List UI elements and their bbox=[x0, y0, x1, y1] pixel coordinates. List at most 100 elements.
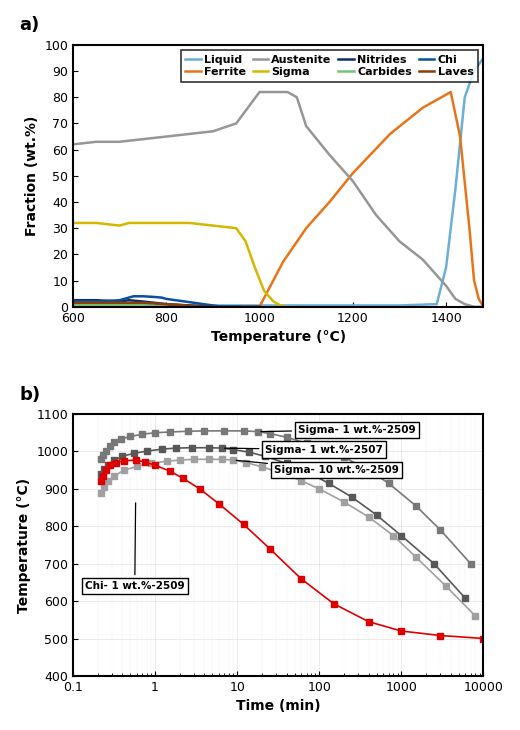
Ferrite bbox=[457, 132, 463, 141]
X-axis label: Time (min): Time (min) bbox=[236, 699, 320, 713]
Chi bbox=[191, 299, 198, 307]
Text: Chi- 1 wt.%-2509: Chi- 1 wt.%-2509 bbox=[85, 503, 185, 591]
Austenite bbox=[443, 282, 449, 291]
Chi bbox=[210, 301, 216, 310]
Sigma bbox=[116, 221, 123, 230]
Nitrides bbox=[256, 302, 263, 311]
Laves bbox=[116, 299, 123, 307]
Sigma bbox=[280, 302, 286, 311]
Chi bbox=[238, 302, 244, 311]
Liquid bbox=[471, 66, 477, 75]
Nitrides bbox=[140, 297, 146, 306]
Ferrite bbox=[70, 302, 76, 311]
Austenite bbox=[116, 137, 123, 146]
Line: Nitrides: Nitrides bbox=[73, 300, 259, 307]
Ferrite bbox=[387, 129, 393, 138]
Austenite bbox=[462, 300, 468, 309]
Laves bbox=[182, 301, 188, 310]
Austenite bbox=[284, 88, 291, 96]
Liquid bbox=[480, 53, 487, 62]
Chi bbox=[93, 297, 99, 306]
Carbides bbox=[70, 300, 76, 309]
Nitrides bbox=[210, 302, 216, 311]
Ferrite bbox=[476, 294, 482, 303]
Chi bbox=[116, 296, 123, 304]
Austenite bbox=[275, 88, 281, 96]
Austenite bbox=[233, 119, 239, 128]
Chi bbox=[131, 292, 137, 301]
Line: Liquid: Liquid bbox=[73, 58, 484, 305]
Liquid bbox=[452, 185, 459, 193]
Liquid bbox=[163, 301, 170, 310]
Line: Sigma: Sigma bbox=[73, 223, 288, 307]
Austenite bbox=[480, 302, 487, 311]
Nitrides bbox=[233, 302, 239, 311]
Austenite bbox=[452, 294, 459, 303]
Text: Sigma- 1 wt.%-2509: Sigma- 1 wt.%-2509 bbox=[261, 425, 415, 435]
Austenite bbox=[187, 129, 193, 138]
Austenite bbox=[434, 271, 440, 280]
Austenite bbox=[294, 93, 300, 101]
Line: Carbides: Carbides bbox=[73, 304, 166, 307]
Ferrite bbox=[303, 224, 309, 233]
Line: Austenite: Austenite bbox=[73, 92, 484, 307]
Laves bbox=[70, 299, 76, 307]
Liquid bbox=[396, 301, 402, 310]
Austenite bbox=[70, 140, 76, 149]
Sigma bbox=[252, 263, 258, 272]
Chi bbox=[182, 297, 188, 306]
Text: b): b) bbox=[20, 385, 41, 404]
Austenite bbox=[349, 177, 356, 185]
Sigma bbox=[140, 218, 146, 227]
Chi bbox=[173, 296, 179, 304]
Chi bbox=[140, 292, 146, 301]
Liquid bbox=[462, 93, 468, 101]
Line: Ferrite: Ferrite bbox=[73, 92, 484, 307]
Austenite bbox=[266, 88, 272, 96]
Ferrite bbox=[280, 258, 286, 266]
Text: a): a) bbox=[20, 16, 40, 34]
Laves bbox=[173, 300, 179, 309]
Chi bbox=[228, 302, 235, 311]
Sigma bbox=[70, 218, 76, 227]
Austenite bbox=[303, 122, 309, 131]
Ferrite bbox=[448, 88, 454, 96]
Ferrite bbox=[420, 104, 426, 112]
Sigma bbox=[261, 287, 267, 296]
Sigma bbox=[270, 297, 277, 306]
Y-axis label: Temperature (°C): Temperature (°C) bbox=[17, 477, 31, 612]
Laves bbox=[163, 300, 170, 309]
Line: Laves: Laves bbox=[73, 303, 213, 307]
Ferrite bbox=[471, 276, 477, 285]
Ferrite bbox=[256, 302, 263, 311]
Austenite bbox=[140, 135, 146, 144]
Liquid bbox=[443, 263, 449, 272]
Austenite bbox=[471, 302, 477, 311]
Nitrides bbox=[187, 301, 193, 310]
Austenite bbox=[327, 150, 333, 159]
Chi bbox=[219, 302, 225, 311]
Austenite bbox=[163, 132, 170, 141]
Austenite bbox=[210, 127, 216, 136]
Carbides bbox=[140, 301, 146, 310]
Liquid bbox=[116, 301, 123, 310]
Sigma bbox=[242, 237, 249, 246]
Carbides bbox=[163, 302, 170, 311]
Liquid bbox=[256, 301, 263, 310]
Text: Sigma- 1 wt.%-2507: Sigma- 1 wt.%-2507 bbox=[225, 445, 383, 455]
Austenite bbox=[396, 237, 402, 246]
Legend: Liquid, Ferrite, Austenite, Sigma, Nitrides, Carbides, Chi, Laves: Liquid, Ferrite, Austenite, Sigma, Nitri… bbox=[180, 50, 478, 82]
Y-axis label: Fraction (wt.%): Fraction (wt.%) bbox=[24, 115, 38, 236]
Austenite bbox=[373, 211, 379, 220]
Chi bbox=[126, 293, 132, 302]
Carbides bbox=[93, 300, 99, 309]
X-axis label: Temperature (°C): Temperature (°C) bbox=[211, 330, 346, 344]
Text: Sigma- 10 wt.%-2509: Sigma- 10 wt.%-2509 bbox=[236, 461, 399, 475]
Chi bbox=[163, 294, 170, 303]
Chi bbox=[149, 293, 155, 301]
Ferrite bbox=[116, 302, 123, 311]
Ferrite bbox=[480, 302, 487, 311]
Laves bbox=[200, 302, 206, 311]
Ferrite bbox=[210, 302, 216, 311]
Liquid bbox=[349, 301, 356, 310]
